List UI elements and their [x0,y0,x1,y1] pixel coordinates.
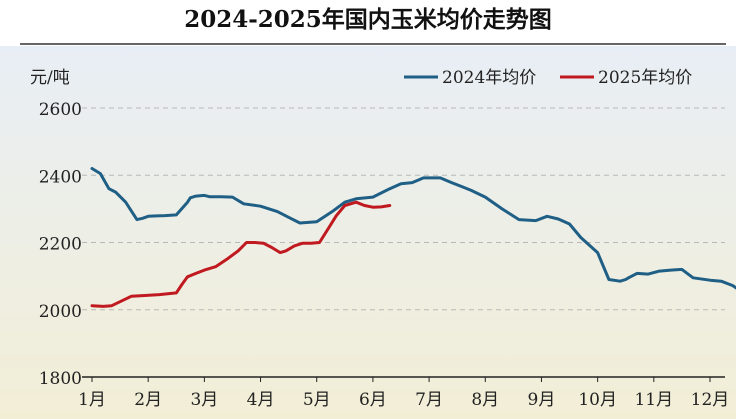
x-tick-label: 12月 [691,390,730,410]
legend-label-2024: 2024年均价 [442,68,536,88]
series-lines [90,167,736,308]
y-tick-label: 1800 [39,369,82,389]
y-axis-unit-label: 元/吨 [30,68,70,88]
x-tick-label: 4月 [247,390,275,410]
series-line-2025 [90,200,392,308]
x-tick-label: 10月 [578,390,617,410]
x-tick-label: 1月 [78,390,106,410]
legend-label-2025: 2025年均价 [598,68,692,88]
y-axis-ticks: 1800 2000 2200 2400 2600 [39,100,82,389]
y-tick-label: 2400 [39,167,82,187]
x-tick-label: 3月 [190,390,218,410]
y-tick-label: 2600 [39,100,82,120]
grid-lines [82,107,725,378]
x-tick-label: 7月 [415,390,443,410]
x-tick-label: 6月 [359,390,387,410]
x-tick-label: 8月 [471,390,499,410]
legend: 2024年均价 2025年均价 [404,68,692,88]
chart-title: 2024-2025年国内玉米均价走势图 [184,6,552,33]
x-tick-label: 5月 [303,390,331,410]
plot-background [0,46,736,419]
x-tick-label: 2月 [134,390,162,410]
x-axis-ticks: 1月 2月 3月 4月 5月 6月 7月 8月 9月 10月 11月 12月 [78,377,729,410]
x-tick-label: 11月 [634,390,673,410]
y-tick-label: 2000 [39,302,82,322]
y-tick-label: 2200 [39,235,82,255]
x-tick-label: 9月 [528,390,556,410]
series-line-2024 [90,167,736,290]
